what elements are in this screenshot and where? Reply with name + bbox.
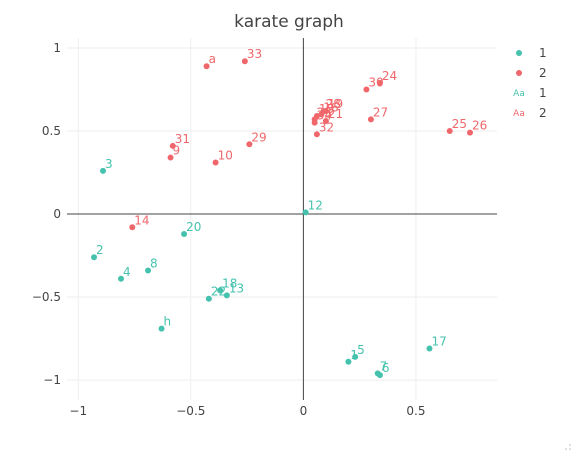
data-point[interactable] — [145, 267, 152, 274]
data-point[interactable] — [223, 292, 230, 299]
zero-lines — [67, 38, 497, 400]
data-point[interactable] — [212, 159, 219, 166]
point-label: 3 — [105, 157, 113, 171]
point-label: 21 — [328, 107, 343, 121]
x-tick-label: −1 — [69, 404, 87, 418]
point-label: 6 — [382, 361, 390, 375]
point-label: 27 — [373, 105, 388, 119]
y-tick-label: −0.5 — [32, 290, 61, 304]
y-tick-label: −1 — [43, 373, 61, 387]
point-label: 4 — [123, 265, 131, 279]
data-point[interactable] — [376, 372, 383, 379]
data-point[interactable] — [246, 141, 253, 148]
point-label: 25 — [452, 117, 467, 131]
point-label: 18 — [222, 276, 237, 290]
point-label: 22 — [211, 285, 226, 299]
data-point[interactable] — [345, 358, 352, 365]
grid-lines — [67, 38, 497, 400]
point-label: 30 — [368, 75, 383, 89]
data-point[interactable] — [203, 63, 210, 70]
point-label: 7 — [380, 359, 388, 373]
data-point[interactable] — [313, 131, 320, 138]
data-point[interactable] — [302, 209, 309, 216]
point-label: a — [209, 52, 216, 66]
data-point[interactable] — [318, 111, 325, 118]
data-point[interactable] — [363, 86, 370, 93]
data-point[interactable] — [129, 224, 136, 231]
x-tick-label: 0 — [300, 404, 308, 418]
x-tick-label: 0.5 — [406, 404, 425, 418]
data-point[interactable] — [91, 254, 98, 261]
legend-text-glyph[interactable]: Aa — [513, 109, 525, 119]
legend[interactable]: 1 2 Aa 1 Aa 2 — [513, 46, 546, 120]
data-point[interactable] — [352, 353, 359, 360]
data-point[interactable] — [167, 154, 174, 161]
point-label: 10 — [218, 149, 233, 163]
data-point[interactable] — [217, 287, 224, 294]
y-tick-label: 1 — [53, 41, 61, 55]
data-point[interactable] — [241, 58, 248, 65]
point-label: 26 — [472, 119, 487, 133]
data-point[interactable] — [181, 230, 188, 237]
point-label: 12 — [308, 198, 323, 212]
data-point[interactable] — [158, 325, 165, 332]
data-point[interactable] — [205, 295, 212, 302]
point-label: 24 — [382, 69, 397, 83]
data-point[interactable] — [426, 345, 433, 352]
point-label: 20 — [186, 220, 201, 234]
point-label: 31 — [175, 132, 190, 146]
y-tick-label: 0.5 — [42, 124, 61, 138]
point-label: 2 — [96, 243, 104, 257]
point-label: 32 — [319, 120, 334, 134]
point-label: 15 — [319, 102, 334, 116]
point-label: 19 — [328, 97, 343, 111]
data-point[interactable] — [118, 275, 125, 282]
legend-label[interactable]: 2 — [539, 106, 547, 120]
data-point[interactable] — [367, 116, 374, 123]
point-label: 29 — [251, 130, 266, 144]
data-point[interactable] — [376, 79, 383, 86]
point-label: 13 — [229, 281, 244, 295]
data-point[interactable] — [169, 142, 176, 149]
resize-grip-icon[interactable] — [565, 444, 571, 450]
legend-marker[interactable] — [516, 50, 522, 56]
data-point[interactable] — [311, 119, 318, 126]
point-label: 8 — [150, 256, 158, 270]
legend-label[interactable]: 1 — [539, 86, 547, 100]
data-point[interactable] — [322, 118, 329, 125]
data-point[interactable] — [466, 129, 473, 136]
point-label: 16 — [323, 100, 338, 114]
data-point[interactable] — [322, 108, 329, 115]
legend-label[interactable]: 2 — [539, 66, 547, 80]
legend-text-glyph[interactable]: Aa — [513, 89, 525, 99]
legend-label[interactable]: 1 — [539, 46, 547, 60]
y-tick-label: 0 — [53, 207, 61, 221]
point-label: 14 — [134, 213, 149, 227]
data-points — [91, 58, 473, 379]
point-label: 5 — [357, 343, 365, 357]
data-point[interactable] — [446, 127, 453, 134]
data-point[interactable] — [100, 167, 107, 174]
point-label: 34 — [317, 109, 332, 123]
x-tick-label: −0.5 — [176, 404, 205, 418]
axis-ticks: −1 −0.5 0 0.5 −1 −0.5 0 0.5 1 — [32, 41, 426, 418]
chart-title: karate graph — [234, 12, 344, 32]
point-label: 1 — [350, 348, 358, 362]
point-label: h — [164, 315, 172, 329]
point-label: 33 — [247, 47, 262, 61]
point-label: 28 — [326, 97, 341, 111]
point-label: 9 — [173, 144, 181, 158]
legend-marker[interactable] — [516, 70, 522, 76]
point-label: 23 — [317, 105, 332, 119]
point-label: 17 — [431, 335, 446, 349]
